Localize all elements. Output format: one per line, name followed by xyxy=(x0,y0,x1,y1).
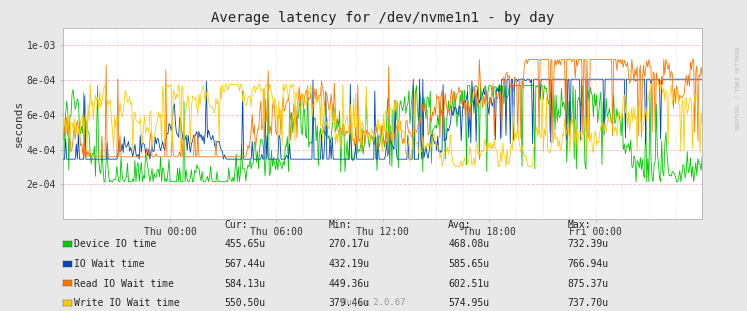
Text: IO Wait time: IO Wait time xyxy=(74,259,144,269)
Text: RRDTOOL / TOBI OETIKER: RRDTOOL / TOBI OETIKER xyxy=(736,47,740,129)
Text: 584.13u: 584.13u xyxy=(224,279,265,289)
Text: 468.08u: 468.08u xyxy=(448,239,489,249)
Text: 455.65u: 455.65u xyxy=(224,239,265,249)
Text: Device IO time: Device IO time xyxy=(74,239,156,249)
Title: Average latency for /dev/nvme1n1 - by day: Average latency for /dev/nvme1n1 - by da… xyxy=(211,12,554,26)
Text: 270.17u: 270.17u xyxy=(329,239,370,249)
Text: 766.94u: 766.94u xyxy=(568,259,609,269)
Text: Avg:: Avg: xyxy=(448,220,471,230)
Text: 737.70u: 737.70u xyxy=(568,298,609,308)
Text: Read IO Wait time: Read IO Wait time xyxy=(74,279,174,289)
Text: 875.37u: 875.37u xyxy=(568,279,609,289)
Text: 732.39u: 732.39u xyxy=(568,239,609,249)
Text: 567.44u: 567.44u xyxy=(224,259,265,269)
Text: 602.51u: 602.51u xyxy=(448,279,489,289)
Text: 379.46u: 379.46u xyxy=(329,298,370,308)
Text: Max:: Max: xyxy=(568,220,591,230)
Y-axis label: seconds: seconds xyxy=(13,100,24,147)
Text: Munin 2.0.67: Munin 2.0.67 xyxy=(341,298,406,307)
Text: 432.19u: 432.19u xyxy=(329,259,370,269)
Text: 449.36u: 449.36u xyxy=(329,279,370,289)
Text: 550.50u: 550.50u xyxy=(224,298,265,308)
Text: Cur:: Cur: xyxy=(224,220,247,230)
Text: Min:: Min: xyxy=(329,220,352,230)
Text: 574.95u: 574.95u xyxy=(448,298,489,308)
Text: 585.65u: 585.65u xyxy=(448,259,489,269)
Text: Write IO Wait time: Write IO Wait time xyxy=(74,298,180,308)
